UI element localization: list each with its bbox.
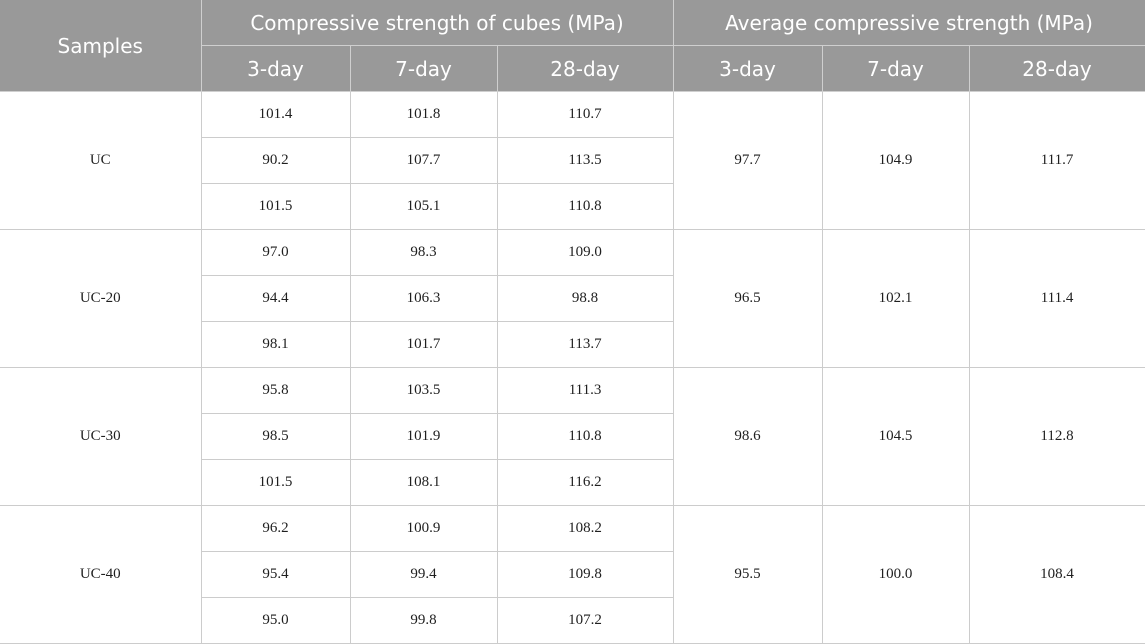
- sample-name-cell: UC-30: [0, 367, 202, 506]
- table-row: 95.0 99.8 107.2: [0, 597, 1145, 644]
- table-body: UC 101.4 101.8 110.7 97.7 104.9 111.7 90.2 107.7…: [0, 91, 1145, 644]
- cube-strength-7day-cell: 101.8: [349, 91, 498, 138]
- average-strength-7day-cell: 104.5: [821, 367, 970, 506]
- cube-strength-3day-cell: 96.2: [200, 505, 351, 552]
- cube-strength-3day-cell: 94.4: [201, 275, 351, 322]
- sample-name-cell: UC-20: [0, 229, 202, 368]
- table-row: UC 101.4 101.8 110.7 97.7 104.9 111.7: [0, 91, 1145, 230]
- table-row: UC-30 95.8 103.5 111.3 98.6 104.5 112.8: [0, 367, 1145, 506]
- cube-strength-3day-cell: 97.0: [200, 229, 351, 276]
- header-cubes-28day: 28-day: [496, 45, 674, 92]
- average-strength-7day-cell: 104.9: [821, 91, 970, 230]
- cube-strength-7day-cell: 99.8: [349, 597, 498, 644]
- cube-strength-7day-cell: 106.3: [349, 275, 498, 322]
- header-average-7day: 7-day: [821, 45, 970, 92]
- cube-strength-28day-cell: 111.3: [496, 367, 674, 414]
- cube-strength-28day-cell: 116.2: [496, 459, 674, 506]
- cube-strength-7day-cell: 98.3: [349, 229, 498, 276]
- cube-strength-3day-cell: 95.0: [201, 597, 351, 644]
- average-strength-28day-cell: 111.7: [968, 91, 1145, 230]
- table-row: 98.5 101.9 110.8: [0, 413, 1145, 460]
- cube-strength-7day-cell: 101.9: [349, 413, 498, 460]
- cube-strength-28day-cell: 107.2: [496, 597, 674, 644]
- cube-strength-7day-cell: 101.7: [349, 321, 498, 368]
- table-row: 94.4 106.3 98.8: [0, 275, 1145, 322]
- average-strength-3day-cell: 98.6: [672, 367, 823, 506]
- cube-strength-7day-cell: 103.5: [349, 367, 498, 414]
- cube-strength-3day-cell: 98.5: [201, 413, 351, 460]
- cube-strength-3day-cell: 101.5: [201, 183, 351, 230]
- average-strength-28day-cell: 108.4: [968, 505, 1145, 644]
- cube-strength-28day-cell: 113.5: [496, 137, 674, 184]
- cube-strength-7day-cell: 107.7: [349, 137, 498, 184]
- header-average-3day: 3-day: [672, 45, 823, 92]
- average-strength-28day-cell: 112.8: [968, 367, 1145, 506]
- header-row-ages: 3-day 7-day 28-day 3-day 7-day 28-day: [0, 45, 1145, 92]
- cube-strength-28day-cell: 113.7: [496, 321, 674, 368]
- cube-strength-28day-cell: 109.8: [496, 551, 674, 598]
- header-cubes-group: Compressive strength of cubes (MPa): [200, 0, 674, 46]
- cube-strength-3day-cell: 95.8: [200, 367, 351, 414]
- cube-strength-28day-cell: 110.8: [496, 413, 674, 460]
- cube-strength-28day-cell: 109.0: [496, 229, 674, 276]
- cube-strength-28day-cell: 98.8: [496, 275, 674, 322]
- header-cubes-3day: 3-day: [201, 45, 351, 92]
- table-row: 101.5 105.1 110.8: [0, 183, 1145, 230]
- header-cubes-7day: 7-day: [349, 45, 498, 92]
- average-strength-7day-cell: 100.0: [821, 505, 970, 644]
- table-row: 101.5 108.1 116.2: [0, 459, 1145, 506]
- cube-strength-3day-cell: 98.1: [201, 321, 351, 368]
- cube-strength-7day-cell: 99.4: [349, 551, 498, 598]
- average-strength-3day-cell: 96.5: [672, 229, 823, 368]
- average-strength-3day-cell: 95.5: [672, 505, 823, 644]
- cube-strength-3day-cell: 101.4: [200, 91, 351, 138]
- cube-strength-28day-cell: 108.2: [496, 505, 674, 552]
- cube-strength-3day-cell: 95.4: [201, 551, 351, 598]
- header-samples: Samples: [0, 0, 202, 92]
- sample-name-cell: UC: [0, 91, 202, 230]
- header-average-28day: 28-day: [968, 45, 1145, 92]
- sample-name-cell: UC-40: [0, 505, 202, 644]
- cube-strength-7day-cell: 105.1: [349, 183, 498, 230]
- cube-strength-28day-cell: 110.7: [496, 91, 674, 138]
- average-strength-3day-cell: 97.7: [672, 91, 823, 230]
- cube-strength-3day-cell: 101.5: [201, 459, 351, 506]
- cube-strength-28day-cell: 110.8: [496, 183, 674, 230]
- table-row: UC-40 96.2 100.9 108.2 95.5 100.0 108.4: [0, 505, 1145, 644]
- cube-strength-7day-cell: 108.1: [349, 459, 498, 506]
- header-average-group: Average compressive strength (MPa): [672, 0, 1145, 46]
- cube-strength-3day-cell: 90.2: [201, 137, 351, 184]
- average-strength-28day-cell: 111.4: [968, 229, 1145, 368]
- table-row: 98.1 101.7 113.7: [0, 321, 1145, 368]
- table-row: 95.4 99.4 109.8: [0, 551, 1145, 598]
- table-row: 90.2 107.7 113.5: [0, 137, 1145, 184]
- cube-strength-7day-cell: 100.9: [349, 505, 498, 552]
- table-row: UC-20 97.0 98.3 109.0 96.5 102.1 111.4: [0, 229, 1145, 368]
- header-row-groups: Samples Compressive strength of cubes (M…: [0, 0, 1145, 92]
- average-strength-7day-cell: 102.1: [821, 229, 970, 368]
